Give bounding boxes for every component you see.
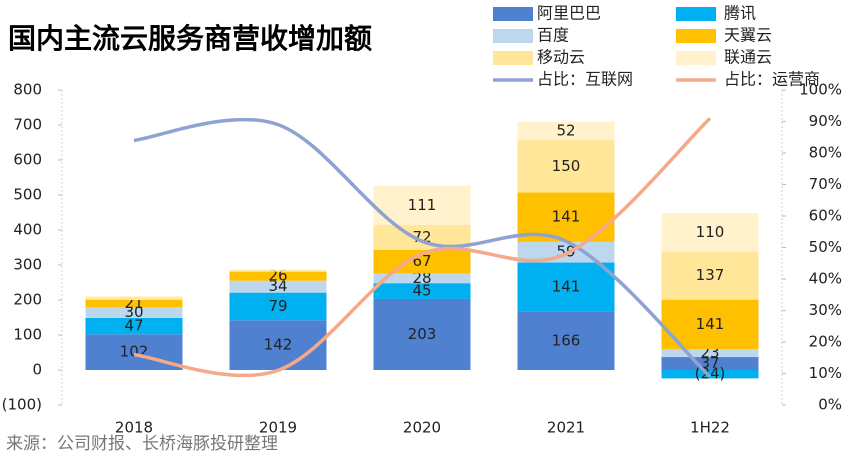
y-tick-label: 100 xyxy=(13,326,42,344)
bar-segment xyxy=(373,283,471,299)
bar-segment xyxy=(373,298,471,370)
bar-segment xyxy=(229,269,327,271)
bar-segment xyxy=(517,262,615,312)
legend-label: 阿里巴巴 xyxy=(537,4,601,23)
bar-segment xyxy=(661,251,759,300)
value-label: 141 xyxy=(552,208,581,226)
bar-segment xyxy=(661,357,759,370)
y-tick-label: 300 xyxy=(13,256,42,274)
y2-tick-label: 50% xyxy=(809,238,842,256)
y2-tick-label: 100% xyxy=(799,81,842,99)
value-label: 141 xyxy=(552,278,581,296)
share-line xyxy=(133,117,712,378)
legend-swatch xyxy=(493,7,533,21)
bar-segment xyxy=(85,317,183,335)
y2-tick-label: 30% xyxy=(809,301,842,319)
value-label: 111 xyxy=(408,196,437,214)
bar-segment xyxy=(85,300,183,308)
value-label: 203 xyxy=(408,325,437,343)
y-tick-label: 200 xyxy=(13,291,42,309)
y2-tick-label: 40% xyxy=(809,270,842,288)
x-tick-label: 2019 xyxy=(259,419,297,437)
bar-segment xyxy=(229,280,327,293)
bar-segment xyxy=(517,121,615,141)
value-label: 26 xyxy=(268,267,287,285)
value-label: 34 xyxy=(268,277,287,295)
value-label: 141 xyxy=(696,315,725,333)
x-tick-label: 1H22 xyxy=(690,419,730,437)
x-tick-label: 2020 xyxy=(403,419,441,437)
y2-tick-label: 10% xyxy=(809,364,842,382)
source-note: 来源：公司财报、长桥海豚投研整理 xyxy=(6,434,278,454)
bar-segment xyxy=(229,270,327,272)
value-label: 45 xyxy=(412,282,431,300)
share-line xyxy=(133,117,712,378)
legend-label: 移动云 xyxy=(537,48,585,67)
bar-segment xyxy=(661,370,759,379)
y-tick-label: 500 xyxy=(13,186,42,204)
bar-segment xyxy=(661,213,759,252)
bar-segment xyxy=(229,271,327,281)
chart-title: 国内主流云服务商营收增加额 xyxy=(8,22,372,55)
value-label: 30 xyxy=(124,303,143,321)
legend-label: 占比：互联网 xyxy=(537,70,633,89)
value-label: 150 xyxy=(552,157,581,175)
legend-swatch xyxy=(676,7,716,21)
y2-tick-label: 70% xyxy=(809,175,842,193)
legend-label: 天翼云 xyxy=(724,26,772,45)
bar-segment xyxy=(85,295,183,298)
bar-segment xyxy=(85,297,183,300)
bar-segment xyxy=(661,349,759,358)
legend-label: 百度 xyxy=(537,26,569,45)
legend-label: 联通云 xyxy=(724,48,772,67)
y2-tick-label: 60% xyxy=(809,207,842,225)
legend-swatch xyxy=(493,29,533,43)
legend-swatch xyxy=(676,29,716,43)
value-label: 37 xyxy=(700,354,719,372)
y-tick-label: 600 xyxy=(13,151,42,169)
y-tick-label: 800 xyxy=(13,81,42,99)
value-label: 52 xyxy=(556,121,575,139)
y-tick-label: 700 xyxy=(13,116,42,134)
value-label: 110 xyxy=(696,223,725,241)
bar-segment xyxy=(229,292,327,321)
legend-label: 占比：运营商 xyxy=(724,70,820,89)
bar-segment xyxy=(373,273,471,284)
value-label: 142 xyxy=(264,336,293,354)
legend-swatch xyxy=(493,51,533,65)
y2-tick-label: 0% xyxy=(818,396,842,414)
y2-tick-label: 20% xyxy=(809,333,842,351)
legend-label: 腾讯 xyxy=(724,4,756,23)
y-tick-label: (100) xyxy=(2,396,42,414)
legend-swatch xyxy=(676,51,716,65)
bar-segment xyxy=(517,311,615,370)
value-label: 137 xyxy=(696,266,725,284)
value-label: 166 xyxy=(552,331,581,349)
bar-segment xyxy=(85,307,183,318)
y-tick-label: 0 xyxy=(32,361,42,379)
x-tick-label: 2018 xyxy=(115,419,153,437)
y-tick-label: 400 xyxy=(13,221,42,239)
bar-segment xyxy=(517,140,615,193)
value-label: 47 xyxy=(124,317,143,335)
x-tick-label: 2021 xyxy=(547,419,585,437)
value-label: 79 xyxy=(268,297,287,315)
bar-segment xyxy=(229,320,327,370)
y2-tick-label: 90% xyxy=(809,112,842,130)
y2-tick-label: 80% xyxy=(809,144,842,162)
